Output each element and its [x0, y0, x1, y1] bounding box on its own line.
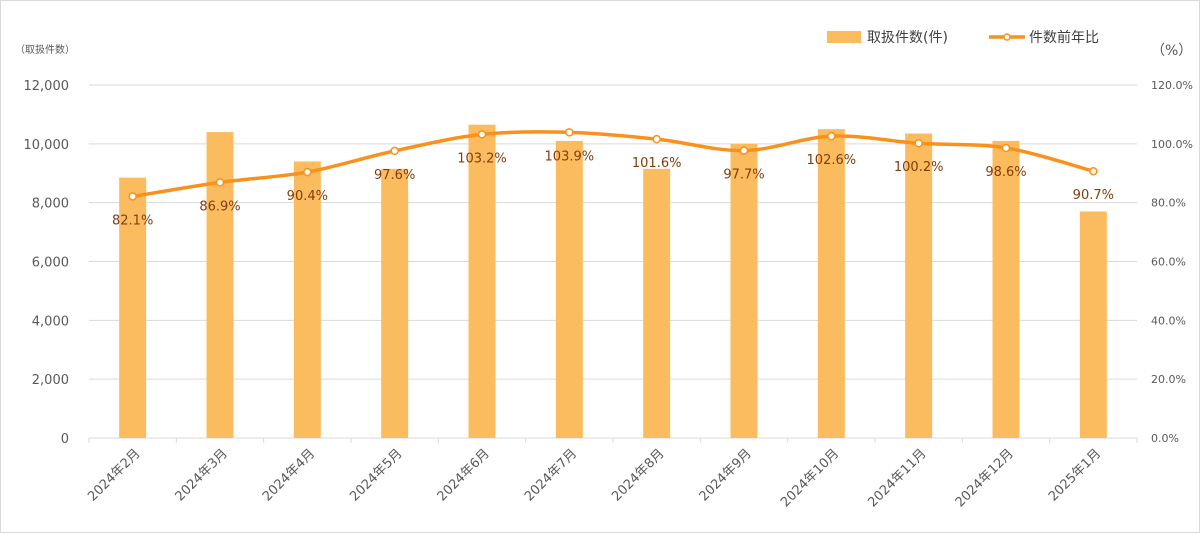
bar: [555, 140, 583, 438]
x-tick-label: 2024年10月: [778, 446, 842, 510]
x-tick-label: 2025年1月: [1046, 446, 1104, 504]
x-tick-label: 2024年4月: [260, 446, 318, 504]
bar: [992, 140, 1020, 438]
x-tick-label: 2024年9月: [697, 446, 755, 504]
yoy-point: [1089, 166, 1098, 176]
y-tick-label: 12,000: [24, 79, 70, 94]
y-tick-label: 2,000: [32, 373, 69, 388]
x-tick-label: 2024年2月: [85, 446, 143, 504]
y2-tick-label: 120.0%: [1151, 79, 1193, 92]
y-tick-label: 0: [61, 432, 69, 447]
y2-tick-label: 60.0%: [1151, 256, 1186, 269]
y-tick-label: 10,000: [24, 138, 70, 153]
data-label: 86.9%: [199, 199, 240, 214]
x-tick-label: 2024年5月: [347, 446, 405, 504]
bar: [468, 124, 496, 439]
y2-tick-label: 20.0%: [1151, 373, 1186, 386]
data-label: 97.7%: [723, 168, 764, 183]
data-label: 90.7%: [1073, 188, 1114, 203]
y-tick-label: 8,000: [32, 197, 69, 212]
x-tick-label: 2024年8月: [609, 446, 667, 504]
data-label: 90.4%: [287, 189, 328, 204]
legend-swatch-point: [1003, 33, 1011, 41]
yoy-point: [215, 178, 225, 187]
legend-swatch-bars: [827, 31, 861, 43]
x-tick-label: 2024年3月: [173, 446, 231, 504]
y2-axis-unit-label: （%）: [1151, 43, 1192, 59]
y2-tick-label: 40.0%: [1151, 314, 1186, 327]
yoy-point: [128, 192, 137, 201]
bar: [905, 133, 933, 438]
bar: [817, 129, 845, 438]
bar: [119, 177, 147, 438]
bar: [206, 132, 234, 439]
bar: [381, 168, 409, 438]
data-label: 102.6%: [807, 153, 857, 168]
bar: [293, 161, 321, 438]
yoy-point: [390, 146, 399, 156]
y2-tick-label: 80.0%: [1151, 197, 1186, 210]
yoy-point: [565, 128, 574, 137]
y-tick-label: 4,000: [32, 314, 69, 329]
bar: [643, 168, 671, 438]
yoy-point: [914, 138, 923, 148]
bar: [1079, 211, 1107, 438]
data-label: 103.9%: [545, 149, 595, 164]
yoy-point: [477, 130, 487, 139]
yoy-point: [1001, 143, 1011, 153]
yoy-point: [739, 146, 749, 155]
y-tick-label: 6,000: [32, 256, 69, 271]
x-tick-label: 2024年11月: [865, 446, 929, 510]
data-label: 103.2%: [457, 151, 507, 166]
y-axis-unit-label: （取扱件数）: [15, 43, 75, 56]
data-label: 82.1%: [112, 213, 153, 228]
data-label: 100.2%: [894, 160, 944, 175]
x-tick-label: 2024年6月: [435, 446, 493, 504]
legend-label-bars: 取扱件数(件): [867, 30, 948, 46]
y2-tick-label: 0.0%: [1151, 432, 1179, 445]
data-label: 97.6%: [374, 168, 415, 183]
yoy-point: [652, 134, 661, 144]
x-tick-label: 2024年7月: [522, 446, 580, 504]
yoy-line: [132, 130, 1094, 199]
bar: [730, 143, 758, 439]
legend-label-line: 件数前年比: [1029, 29, 1099, 46]
data-label: 101.6%: [632, 156, 682, 171]
yoy-point: [303, 167, 312, 177]
yoy-point: [827, 131, 836, 141]
x-tick-label: 2024年12月: [953, 446, 1017, 510]
y2-tick-label: 100.0%: [1151, 138, 1193, 151]
data-label: 98.6%: [985, 165, 1026, 180]
